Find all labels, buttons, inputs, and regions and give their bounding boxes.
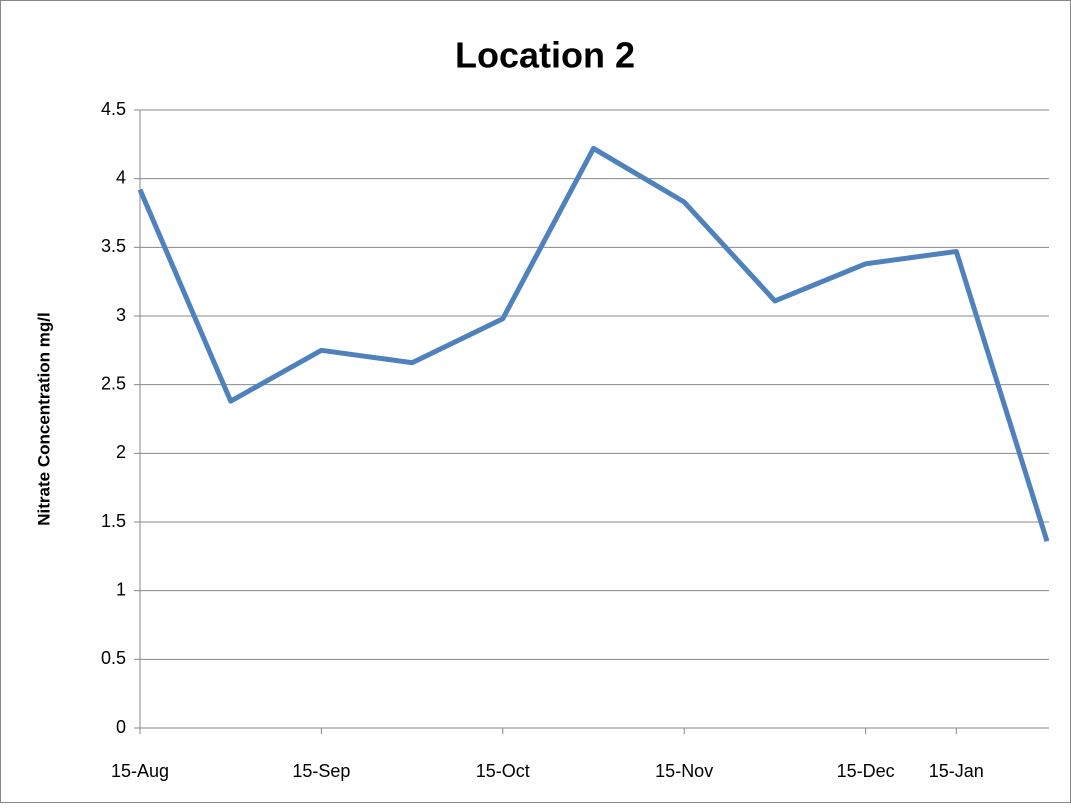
chart-title: Location 2 (455, 35, 635, 76)
x-tick-label: 15-Dec (837, 761, 895, 781)
y-tick-label: 0.5 (101, 648, 126, 668)
data-line (137, 145, 1050, 542)
x-tick-label: 15-Aug (111, 761, 169, 781)
y-tick-label: 4.5 (101, 99, 126, 119)
y-tick-label: 3.5 (101, 236, 126, 256)
y-tick-label: 0 (116, 717, 126, 737)
y-tick-label: 2 (116, 442, 126, 462)
x-tick-label: 15-Jan (929, 761, 984, 781)
y-axis-label: Nitrate Concentration mg/l (34, 312, 53, 525)
y-tick-label: 3 (116, 305, 126, 325)
x-tick-label: 15-Nov (655, 761, 713, 781)
y-tick-label: 1.5 (101, 511, 126, 531)
y-tick-label: 1 (116, 579, 126, 599)
x-tick-label: 15-Sep (292, 761, 350, 781)
y-tick-label: 4 (116, 167, 126, 187)
x-tick-label: 15-Oct (476, 761, 530, 781)
y-tick-label: 2.5 (101, 373, 126, 393)
